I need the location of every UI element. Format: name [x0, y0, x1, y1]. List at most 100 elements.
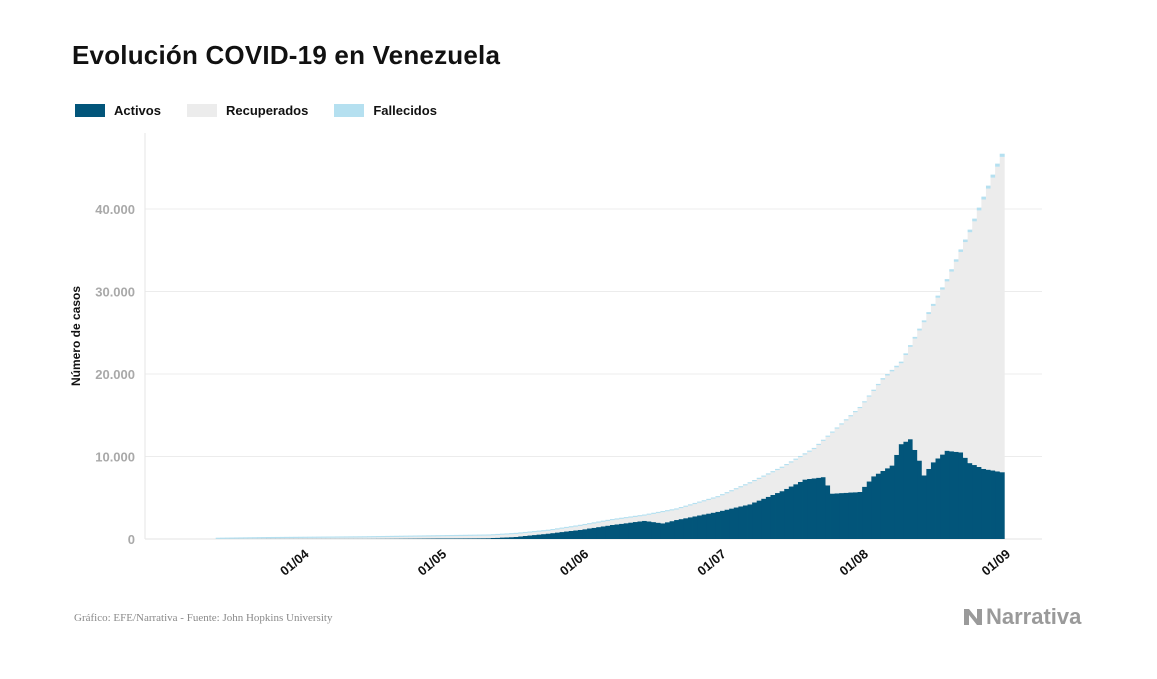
- bar-recuperados: [266, 538, 271, 539]
- bar-activos: [780, 491, 785, 539]
- bar-fallecidos: [738, 486, 743, 487]
- bar-recuperados: [298, 538, 303, 539]
- bar-activos: [752, 502, 757, 539]
- bar-recuperados: [578, 526, 583, 530]
- bar-fallecidos: [450, 535, 455, 536]
- bar-activos: [651, 522, 656, 539]
- bar-recuperados: [431, 536, 436, 538]
- bar-recuperados: [780, 468, 785, 491]
- bar-recuperados: [404, 537, 409, 539]
- bar-activos: [981, 469, 986, 539]
- bar-fallecidos: [706, 499, 711, 500]
- bar-recuperados: [523, 533, 528, 536]
- bar-fallecidos: [569, 526, 574, 527]
- bar-recuperados: [440, 536, 445, 538]
- bar-fallecidos: [541, 530, 546, 531]
- bar-fallecidos: [688, 504, 693, 505]
- bar-activos: [738, 506, 743, 539]
- bar-recuperados: [349, 538, 354, 539]
- bar-activos: [527, 536, 532, 539]
- narrativa-logo-icon: [962, 606, 984, 628]
- bar-fallecidos: [642, 514, 647, 515]
- x-tick-label: 01/05: [415, 546, 450, 578]
- bar-recuperados: [495, 535, 500, 538]
- bar-recuperados: [871, 391, 876, 476]
- bar-activos: [702, 515, 707, 539]
- bar-fallecidos: [615, 518, 620, 519]
- bar-activos: [903, 442, 908, 539]
- bar-fallecidos: [472, 535, 477, 536]
- bar-fallecidos: [395, 536, 400, 537]
- bar-fallecidos: [550, 529, 555, 530]
- bar-activos: [656, 523, 661, 539]
- bar-recuperados: [766, 475, 771, 497]
- bar-recuperados: [537, 532, 542, 535]
- bar-activos: [995, 471, 1000, 539]
- bar-recuperados: [303, 538, 308, 539]
- bar-recuperados: [825, 437, 830, 486]
- bar-fallecidos: [775, 469, 780, 470]
- bar-activos: [917, 461, 922, 539]
- bar-recuperados: [913, 339, 918, 450]
- bar-recuperados: [931, 306, 936, 462]
- bar-fallecidos: [399, 536, 404, 537]
- bar-fallecidos: [262, 537, 267, 538]
- bar-fallecidos: [899, 362, 904, 364]
- bar-recuperados: [477, 536, 482, 538]
- bar-recuperados: [647, 515, 652, 522]
- bar-fallecidos: [257, 537, 262, 538]
- bar-activos: [807, 479, 812, 539]
- bar-activos: [514, 537, 519, 539]
- bar-recuperados: [317, 538, 322, 539]
- bar-activos: [789, 487, 794, 539]
- bar-activos: [825, 485, 830, 539]
- bar-fallecidos: [848, 415, 853, 416]
- bar-recuperados: [564, 528, 569, 531]
- bar-activos: [844, 493, 849, 539]
- bar-recuperados: [775, 470, 780, 493]
- y-tick-label: 40.000: [95, 202, 135, 217]
- bar-fallecidos: [317, 537, 322, 538]
- bar-recuperados: [738, 487, 743, 506]
- bar-activos: [725, 510, 730, 539]
- bar-recuperados: [761, 477, 766, 499]
- bar-recuperados: [803, 454, 808, 479]
- bar-recuperados: [977, 210, 982, 467]
- bar-fallecidos: [963, 240, 968, 243]
- bar-recuperados: [674, 510, 679, 520]
- bar-fallecidos: [294, 537, 299, 538]
- bar-activos: [477, 538, 482, 539]
- bar-activos: [734, 508, 739, 539]
- bar-activos: [835, 493, 840, 539]
- x-tick-label: 01/04: [277, 546, 312, 579]
- bar-activos: [881, 471, 886, 539]
- bar-recuperados: [463, 536, 468, 538]
- bar-recuperados: [679, 508, 684, 519]
- bar-activos: [601, 526, 606, 539]
- bar-recuperados: [275, 538, 280, 539]
- bar-fallecidos: [770, 471, 775, 472]
- bar-activos: [445, 538, 450, 539]
- bar-recuperados: [848, 416, 853, 492]
- bar-recuperados: [638, 516, 643, 521]
- bar-recuperados: [660, 512, 665, 523]
- bar-fallecidos: [482, 535, 487, 536]
- bar-recuperados: [757, 479, 762, 501]
- bar-fallecidos: [757, 478, 762, 479]
- bar-recuperados: [555, 529, 560, 532]
- bar-fallecidos: [477, 535, 482, 536]
- bar-fallecidos: [752, 480, 757, 481]
- bar-recuperados: [376, 537, 381, 538]
- bar-fallecidos: [440, 535, 445, 536]
- bar-activos: [757, 501, 762, 539]
- bar-recuperados: [995, 167, 1000, 472]
- bar-recuperados: [812, 449, 817, 478]
- bar-recuperados: [372, 537, 377, 538]
- bar-fallecidos: [917, 329, 922, 331]
- bar-fallecidos: [376, 536, 381, 537]
- bar-recuperados: [697, 503, 702, 516]
- bar-recuperados: [981, 200, 986, 469]
- bar-activos: [569, 531, 574, 539]
- bar-activos: [610, 525, 615, 539]
- bar-fallecidos: [862, 401, 867, 402]
